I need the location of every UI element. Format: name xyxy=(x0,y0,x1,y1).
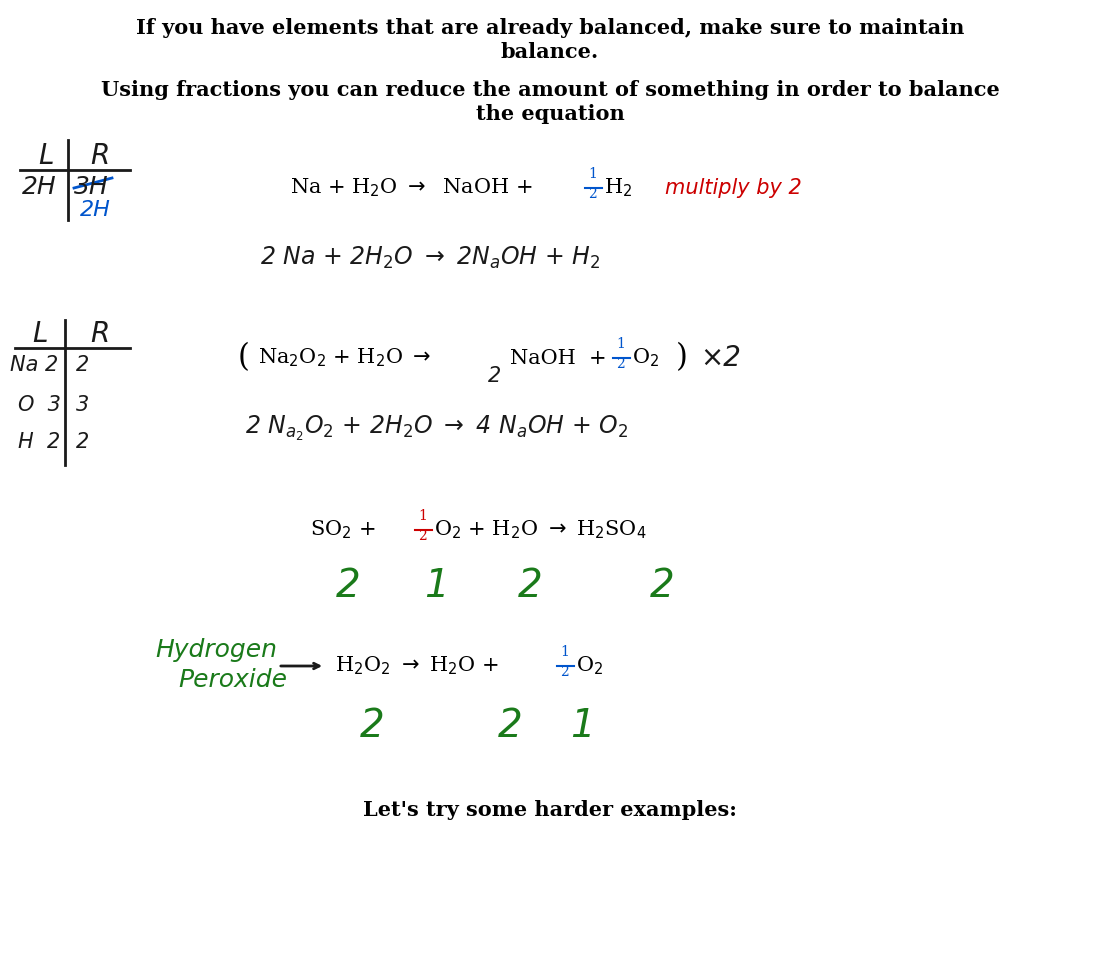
Text: 2: 2 xyxy=(650,567,674,605)
Text: Hydrogen: Hydrogen xyxy=(155,638,277,662)
Text: NaOH  +: NaOH + xyxy=(510,348,606,368)
Text: 1: 1 xyxy=(560,645,569,659)
Text: 2: 2 xyxy=(518,567,542,605)
Text: 2: 2 xyxy=(76,355,89,375)
Text: SO$_2$ +: SO$_2$ + xyxy=(310,518,375,541)
Text: 3: 3 xyxy=(76,395,89,415)
Text: H$_2$: H$_2$ xyxy=(604,177,632,200)
Text: ): ) xyxy=(676,343,688,373)
Text: R: R xyxy=(90,320,109,348)
Text: O$_2$: O$_2$ xyxy=(576,655,603,678)
Text: Na$_2$O$_2$ + H$_2$O $\rightarrow$: Na$_2$O$_2$ + H$_2$O $\rightarrow$ xyxy=(258,347,431,370)
Text: 2: 2 xyxy=(418,529,427,543)
Text: R: R xyxy=(90,142,109,170)
Text: 1: 1 xyxy=(616,337,625,351)
Text: Let's try some harder examples:: Let's try some harder examples: xyxy=(363,800,737,820)
Text: 1: 1 xyxy=(424,567,449,605)
Text: Na 2: Na 2 xyxy=(10,355,58,375)
Text: 2H: 2H xyxy=(80,200,111,220)
Text: Peroxide: Peroxide xyxy=(178,668,287,692)
Text: multiply by 2: multiply by 2 xyxy=(666,178,802,198)
Text: 1: 1 xyxy=(418,509,427,523)
Text: balance.: balance. xyxy=(500,42,600,62)
Text: H  2: H 2 xyxy=(18,432,60,452)
Text: 2: 2 xyxy=(616,357,625,371)
Text: Na + H$_2$O $\rightarrow$  NaOH +: Na + H$_2$O $\rightarrow$ NaOH + xyxy=(290,177,535,200)
Text: 2: 2 xyxy=(560,665,569,679)
Text: 2 N$_{a_2}$O$_2$ + 2H$_2$O $\rightarrow$ 4 N$_a$OH + O$_2$: 2 N$_{a_2}$O$_2$ + 2H$_2$O $\rightarrow$… xyxy=(245,414,628,443)
Text: 2: 2 xyxy=(488,366,502,386)
Text: 2H: 2H xyxy=(22,175,56,199)
Text: L: L xyxy=(32,320,47,348)
Text: 2: 2 xyxy=(588,187,596,201)
Text: O$_2$: O$_2$ xyxy=(632,347,659,370)
Text: O  3: O 3 xyxy=(18,395,60,415)
Text: O$_2$ + H$_2$O $\rightarrow$ H$_2$SO$_4$: O$_2$ + H$_2$O $\rightarrow$ H$_2$SO$_4$ xyxy=(434,518,647,541)
Text: 2: 2 xyxy=(360,707,385,745)
Text: 2: 2 xyxy=(498,707,522,745)
Text: L: L xyxy=(39,142,54,170)
Text: 1: 1 xyxy=(570,707,595,745)
Text: (: ( xyxy=(238,343,250,373)
Text: the equation: the equation xyxy=(475,104,625,124)
Text: ×2: ×2 xyxy=(700,344,741,372)
Text: 3H: 3H xyxy=(74,175,109,199)
Text: Using fractions you can reduce the amount of something in order to balance: Using fractions you can reduce the amoun… xyxy=(100,80,1000,100)
Text: If you have elements that are already balanced, make sure to maintain: If you have elements that are already ba… xyxy=(135,18,965,38)
Text: 1: 1 xyxy=(588,167,597,181)
Text: 2: 2 xyxy=(336,567,361,605)
Text: 2 Na + 2H$_2$O $\rightarrow$ 2N$_a$OH + H$_2$: 2 Na + 2H$_2$O $\rightarrow$ 2N$_a$OH + … xyxy=(260,245,601,271)
Text: H$_2$O$_2$ $\rightarrow$ H$_2$O +: H$_2$O$_2$ $\rightarrow$ H$_2$O + xyxy=(336,655,499,678)
Text: 2: 2 xyxy=(76,432,89,452)
